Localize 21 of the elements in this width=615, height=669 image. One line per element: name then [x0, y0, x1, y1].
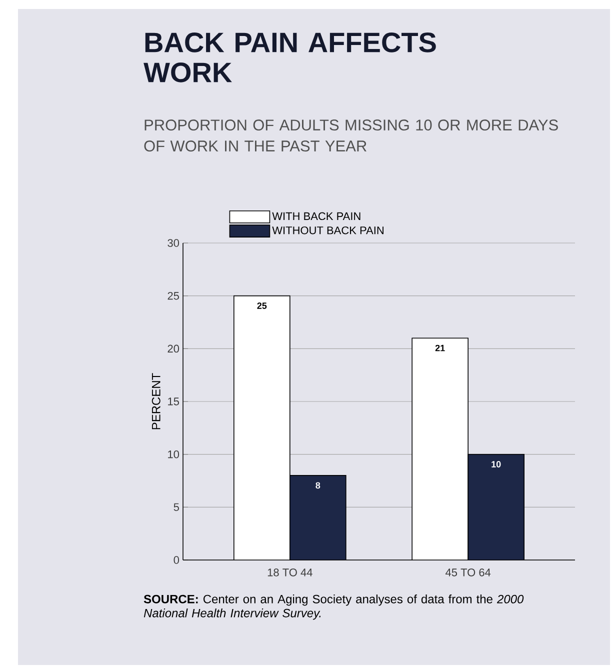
chart-title: BACK PAIN AFFECTS WORK — [144, 32, 436, 82]
data-label: 21 — [435, 344, 445, 352]
bar — [234, 296, 290, 560]
chart-subtitle: PROPORTION OF ADULTS MISSING 10 OR MORE DAYS OF WORK IN THE PAST YEAR — [144, 120, 558, 152]
x-tick-label: 45 TO 64 — [446, 568, 491, 576]
y-tick-label: 30 — [168, 239, 180, 247]
y-tick-label: 25 — [168, 292, 179, 300]
x-tick-label: 18 TO 44 — [268, 568, 312, 576]
y-tick-label: 20 — [168, 344, 180, 353]
y-tick-label: 10 — [168, 450, 180, 458]
data-label: 25 — [257, 302, 267, 309]
data-label: 8 — [316, 482, 320, 489]
y-tick-label: 0 — [174, 556, 180, 564]
y-axis-title: PERCENT — [152, 373, 160, 430]
legend-label: WITH BACK PAIN — [272, 212, 360, 220]
legend-label: WITHOUT BACK PAIN — [272, 226, 384, 234]
y-tick-label: 5 — [174, 503, 179, 511]
data-label: 10 — [492, 461, 501, 468]
bar — [412, 338, 468, 560]
text: SOURCE: Center on an Aging Society analyses of data from the 2000 National Health Interview Survey. — [144, 594, 524, 620]
y-tick-label: 15 — [168, 398, 179, 406]
